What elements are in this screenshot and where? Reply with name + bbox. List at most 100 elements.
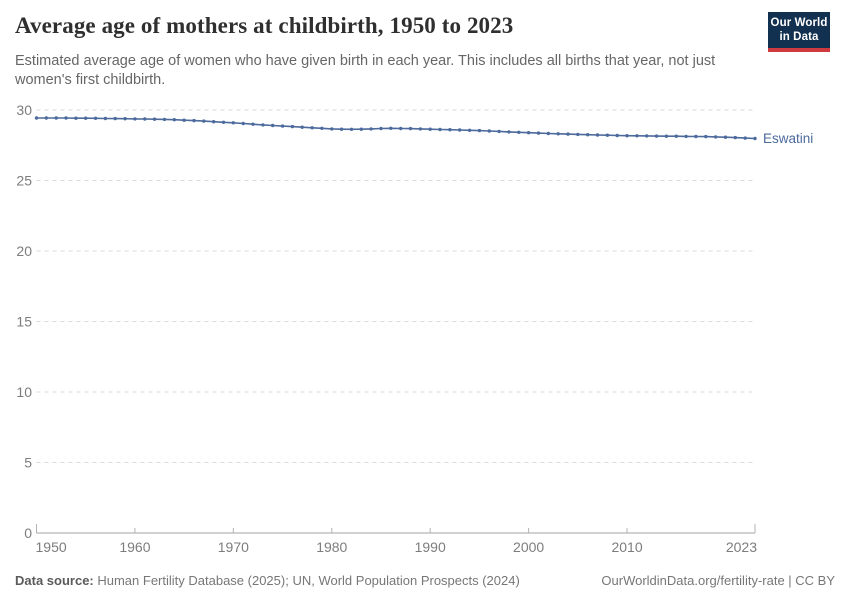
data-point[interactable] (202, 119, 206, 123)
data-point[interactable] (399, 126, 403, 131)
series-eswatini[interactable]: Eswatini (34, 116, 813, 146)
data-point[interactable] (103, 116, 108, 121)
data-point[interactable] (536, 131, 541, 135)
data-source: Data source: Human Fertility Database (2… (15, 573, 520, 588)
data-point[interactable] (615, 133, 619, 138)
data-point[interactable] (359, 127, 363, 131)
data-point[interactable] (310, 126, 314, 130)
y-axis-tick-label: 15 (16, 314, 32, 330)
data-point[interactable] (34, 116, 39, 120)
data-point[interactable] (428, 127, 432, 131)
data-point[interactable] (84, 116, 88, 120)
data-point[interactable] (192, 118, 196, 123)
data-point[interactable] (123, 117, 127, 121)
data-point[interactable] (182, 118, 186, 122)
data-point[interactable] (477, 128, 482, 133)
x-axis-tick-label: 1990 (415, 539, 446, 555)
page-title: Average age of mothers at childbirth, 19… (15, 13, 514, 38)
x-axis-tick-label: 1980 (316, 539, 347, 555)
data-point[interactable] (280, 124, 285, 128)
data-point[interactable] (389, 126, 393, 130)
data-point[interactable] (330, 127, 334, 131)
data-point[interactable] (497, 129, 501, 134)
data-point[interactable] (271, 123, 275, 128)
data-point[interactable] (645, 134, 649, 138)
data-point[interactable] (566, 132, 570, 136)
data-point[interactable] (586, 133, 590, 137)
data-point[interactable] (704, 134, 708, 139)
data-source-label: Data source: (15, 573, 94, 588)
data-point[interactable] (369, 127, 373, 131)
data-point[interactable] (261, 123, 265, 127)
entity-label[interactable]: Eswatini (763, 131, 813, 146)
data-point[interactable] (251, 122, 255, 126)
data-point[interactable] (467, 128, 472, 132)
data-point[interactable] (241, 121, 245, 126)
data-point[interactable] (113, 116, 117, 121)
x-axis-tick-label: 1970 (218, 539, 249, 555)
owid-logo-line1: Our World (770, 17, 828, 29)
data-point[interactable] (684, 134, 688, 139)
data-point[interactable] (300, 125, 304, 129)
x-axis-tick-label: 2023 (726, 539, 757, 555)
data-point[interactable] (44, 116, 48, 120)
y-axis-tick-label: 20 (16, 243, 32, 259)
data-point[interactable] (212, 120, 216, 124)
owid-logo-line2: in Data (779, 30, 819, 43)
data-point[interactable] (143, 117, 147, 121)
data-point[interactable] (635, 134, 639, 138)
data-point[interactable] (743, 136, 747, 140)
y-axis-tick-label: 0 (24, 525, 32, 541)
data-point[interactable] (320, 126, 324, 130)
data-source-text: Human Fertility Database (2025); UN, Wor… (93, 573, 520, 588)
data-point[interactable] (133, 117, 137, 121)
data-point[interactable] (290, 124, 295, 129)
data-point[interactable] (349, 127, 354, 131)
y-axis-labels: 0 5 10 15 20 25 30 (16, 102, 32, 541)
data-point[interactable] (221, 120, 226, 125)
data-point[interactable] (74, 116, 78, 120)
data-point[interactable] (418, 127, 423, 131)
y-axis-tick-label: 30 (16, 102, 32, 118)
data-point[interactable] (595, 133, 600, 137)
data-point[interactable] (733, 135, 737, 140)
data-point[interactable] (172, 118, 176, 122)
data-point[interactable] (546, 131, 550, 136)
chart-footer: Data source: Human Fertility Database (2… (15, 573, 835, 588)
data-point[interactable] (408, 126, 413, 131)
license-link[interactable]: OurWorldinData.org/fertility-rate | CC B… (601, 573, 835, 588)
x-axis-labels: 1950 1960 1970 1980 1990 2000 2010 2023 (36, 539, 758, 555)
data-point[interactable] (694, 134, 698, 139)
data-point[interactable] (526, 131, 531, 135)
data-point[interactable] (556, 132, 560, 136)
data-point[interactable] (152, 117, 157, 121)
data-point[interactable] (458, 128, 462, 132)
owid-logo[interactable]: Our World in Data (768, 12, 830, 52)
data-point[interactable] (713, 135, 718, 139)
data-point[interactable] (448, 128, 452, 132)
data-point[interactable] (507, 130, 511, 134)
data-point[interactable] (654, 134, 659, 138)
data-point[interactable] (438, 127, 442, 132)
data-point[interactable] (664, 134, 669, 138)
data-point[interactable] (517, 130, 521, 134)
x-axis-tick-label: 2010 (611, 539, 642, 555)
data-point[interactable] (605, 133, 610, 137)
data-point[interactable] (753, 136, 757, 141)
data-point[interactable] (54, 116, 58, 120)
data-point[interactable] (64, 116, 68, 120)
data-point[interactable] (487, 129, 491, 133)
data-point[interactable] (379, 126, 383, 131)
data-point[interactable] (162, 117, 167, 122)
owid-logo-accent (768, 48, 830, 52)
chart-subtitle: Estimated average age of women who have … (15, 53, 716, 88)
data-point[interactable] (625, 134, 629, 138)
data-point[interactable] (674, 134, 678, 138)
data-point[interactable] (723, 135, 728, 139)
data-point[interactable] (339, 127, 344, 131)
data-point[interactable] (576, 132, 580, 137)
data-point[interactable] (93, 116, 98, 121)
data-point[interactable] (231, 121, 235, 125)
